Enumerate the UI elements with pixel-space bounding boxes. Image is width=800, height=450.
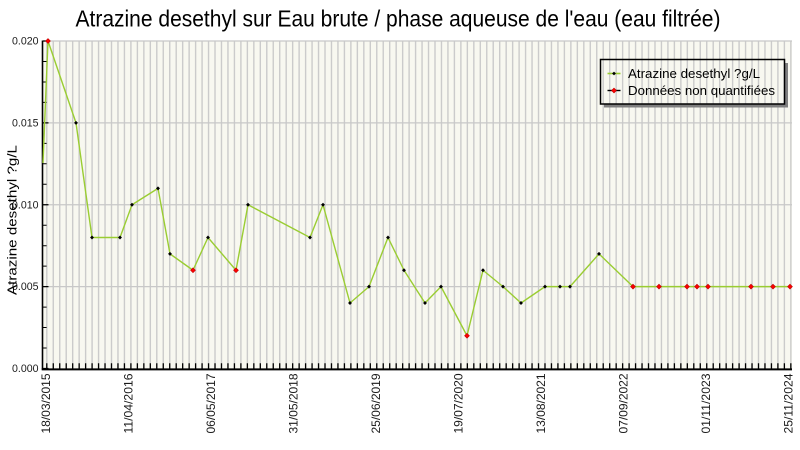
svg-text:06/05/2017: 06/05/2017: [204, 373, 218, 433]
svg-text:0.000: 0.000: [12, 363, 39, 375]
svg-text:0.005: 0.005: [12, 281, 39, 293]
svg-text:Données non quantifiées: Données non quantifiées: [628, 83, 775, 98]
svg-text:13/08/2021: 13/08/2021: [534, 373, 548, 433]
svg-text:Atrazine desethyl ?g/L: Atrazine desethyl ?g/L: [628, 66, 760, 81]
svg-text:01/11/2023: 01/11/2023: [699, 373, 713, 433]
svg-text:Atrazine desethyl sur Eau brut: Atrazine desethyl sur Eau brute / phase …: [76, 6, 721, 32]
svg-text:25/06/2019: 25/06/2019: [369, 373, 383, 433]
svg-text:31/05/2018: 31/05/2018: [287, 373, 301, 433]
svg-text:19/07/2020: 19/07/2020: [452, 373, 466, 433]
svg-text:Atrazine desethyl ?g/L: Atrazine desethyl ?g/L: [5, 145, 20, 295]
svg-text:07/09/2022: 07/09/2022: [617, 373, 631, 433]
svg-text:18/03/2015: 18/03/2015: [39, 373, 53, 433]
svg-text:0.010: 0.010: [12, 199, 39, 211]
svg-text:0.020: 0.020: [12, 36, 39, 48]
svg-text:11/04/2016: 11/04/2016: [122, 373, 136, 433]
svg-text:0.015: 0.015: [12, 118, 39, 130]
svg-text:25/11/2024: 25/11/2024: [782, 373, 796, 433]
